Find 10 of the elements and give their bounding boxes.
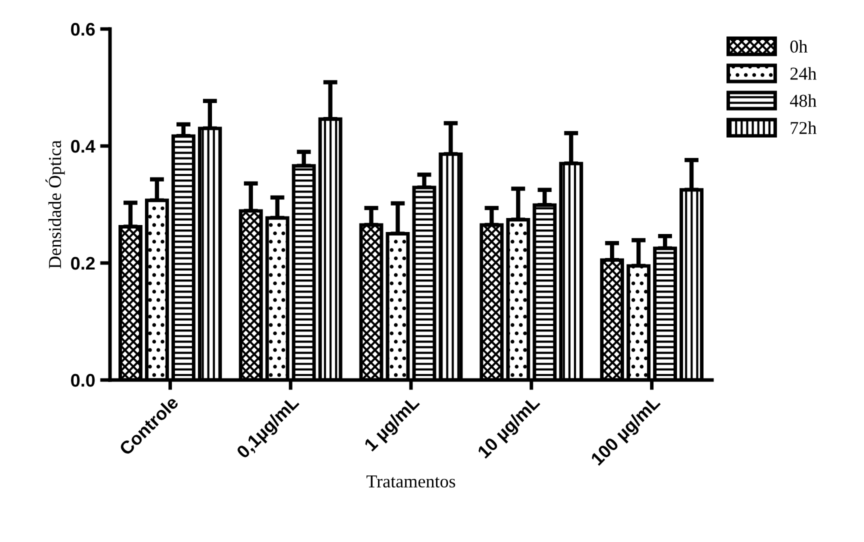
legend-label: 24h [790, 67, 816, 80]
legend-label: 48h [790, 94, 816, 107]
y-tick-label: 0.4 [71, 140, 96, 153]
legend-label: 72h [790, 121, 816, 134]
y-tick-label: 0.0 [71, 374, 95, 387]
legend-label: 0h [790, 40, 808, 53]
x-axis-title: Tratamentos [366, 476, 456, 488]
y-tick-label: 0.2 [71, 256, 95, 270]
y-axis-title: Densidade Óptica [45, 140, 65, 268]
y-tick-label: 0.6 [71, 22, 95, 36]
